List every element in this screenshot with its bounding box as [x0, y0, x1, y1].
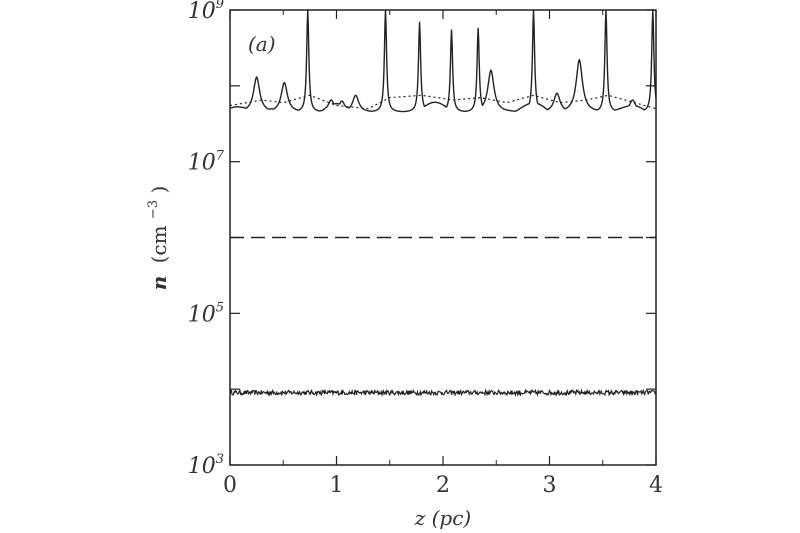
panel-label: (a): [248, 32, 276, 56]
y-axis-unit: (cm: [147, 225, 171, 263]
series-layer: [229, 9, 657, 398]
y-tick-label: 109: [188, 0, 224, 24]
y-tick-label: 103: [188, 452, 224, 479]
x-tick-label: 4: [649, 473, 663, 498]
series-solid-line: [229, 9, 657, 113]
y-tick-label: 107: [188, 149, 225, 176]
x-axis-title: z (pc): [414, 506, 472, 530]
y-tick-label: 105: [188, 300, 224, 327]
x-tick-label: 2: [436, 473, 450, 498]
y-axis-title: n (cm −3 ): [138, 186, 171, 291]
y-axis-symbol: n: [147, 276, 171, 291]
y-axis-close: ): [147, 186, 171, 194]
series-noisy-line: [229, 388, 657, 398]
x-tick-label: 1: [330, 473, 344, 498]
y-axis-exponent: −3: [146, 200, 161, 219]
axis-ticks: 0 1 2 3 4 103 105 107 109: [188, 0, 663, 498]
x-tick-label: 0: [223, 473, 237, 498]
x-tick-label: 3: [543, 473, 557, 498]
series-dotted-line: [229, 94, 657, 110]
